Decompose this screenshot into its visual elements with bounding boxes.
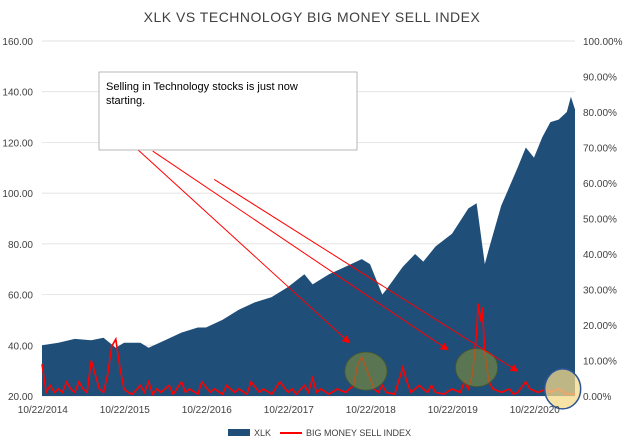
xlk-series — [42, 96, 575, 397]
legend-xlk-label: XLK — [254, 428, 271, 438]
left-tick-label: 20.00 — [8, 392, 33, 403]
left-tick-label: 100.00 — [2, 189, 33, 200]
callout-text: Selling in Technology stocks is just now… — [106, 81, 298, 107]
sell-index-series — [41, 303, 575, 396]
x-tick-label: 10/22/2019 — [428, 405, 478, 416]
right-tick-label: 70.00% — [583, 144, 617, 155]
left-tick-label: 60.00 — [8, 291, 33, 302]
left-tick-label: 160.00 — [2, 37, 33, 48]
x-tick-label: 10/22/2015 — [100, 405, 150, 416]
left-tick-label: 40.00 — [8, 341, 33, 352]
legend-sell-label: BIG MONEY SELL INDEX — [306, 428, 411, 438]
chart-title: XLK VS TECHNOLOGY BIG MONEY SELL INDEX — [144, 9, 481, 25]
annotation-arrow — [152, 150, 449, 351]
x-tick-label: 10/22/2020 — [510, 405, 560, 416]
xlk-area — [42, 96, 575, 397]
x-axis-ticks: 10/22/2014 10/22/2015 10/22/2016 10/22/2017… — [18, 405, 560, 416]
x-tick-label: 10/22/2016 — [182, 405, 232, 416]
right-axis-ticks: 0.00% 10.00% 20.00% 30.00% 40.00% 50.00% 60.00… — [583, 37, 623, 403]
right-tick-label: 50.00% — [583, 215, 617, 226]
callout-box: Selling in Technology stocks is just now… — [98, 71, 358, 151]
highlight-markers — [344, 348, 582, 410]
right-tick-label: 90.00% — [583, 73, 617, 84]
annotation-arrows — [119, 132, 519, 372]
x-tick-label: 10/22/2017 — [264, 405, 314, 416]
right-tick-label: 30.00% — [583, 286, 617, 297]
legend: XLK BIG MONEY SELL INDEX — [228, 428, 411, 438]
right-tick-label: 100.00% — [583, 37, 623, 48]
right-tick-label: 10.00% — [583, 357, 617, 368]
highlight-circle — [455, 348, 499, 388]
left-tick-label: 140.00 — [2, 88, 33, 99]
right-tick-label: 20.00% — [583, 321, 617, 332]
legend-xlk-swatch — [228, 429, 250, 436]
annotation-arrow — [213, 179, 519, 372]
x-tick-label: 10/22/2014 — [18, 405, 68, 416]
right-tick-label: 80.00% — [583, 108, 617, 119]
sell-index-line — [41, 303, 575, 396]
left-axis-ticks: 20.00 40.00 60.00 80.00 100.00 120.00 140.00 16… — [2, 37, 33, 403]
right-tick-label: 60.00% — [583, 179, 617, 190]
x-tick-label: 10/22/2018 — [346, 405, 396, 416]
right-tick-label: 0.00% — [583, 392, 611, 403]
left-tick-label: 80.00 — [8, 240, 33, 251]
left-tick-label: 120.00 — [2, 138, 33, 149]
highlight-circle — [543, 368, 582, 410]
highlight-circle — [344, 351, 388, 391]
annotation-arrow — [119, 132, 351, 344]
right-tick-label: 40.00% — [583, 250, 617, 261]
